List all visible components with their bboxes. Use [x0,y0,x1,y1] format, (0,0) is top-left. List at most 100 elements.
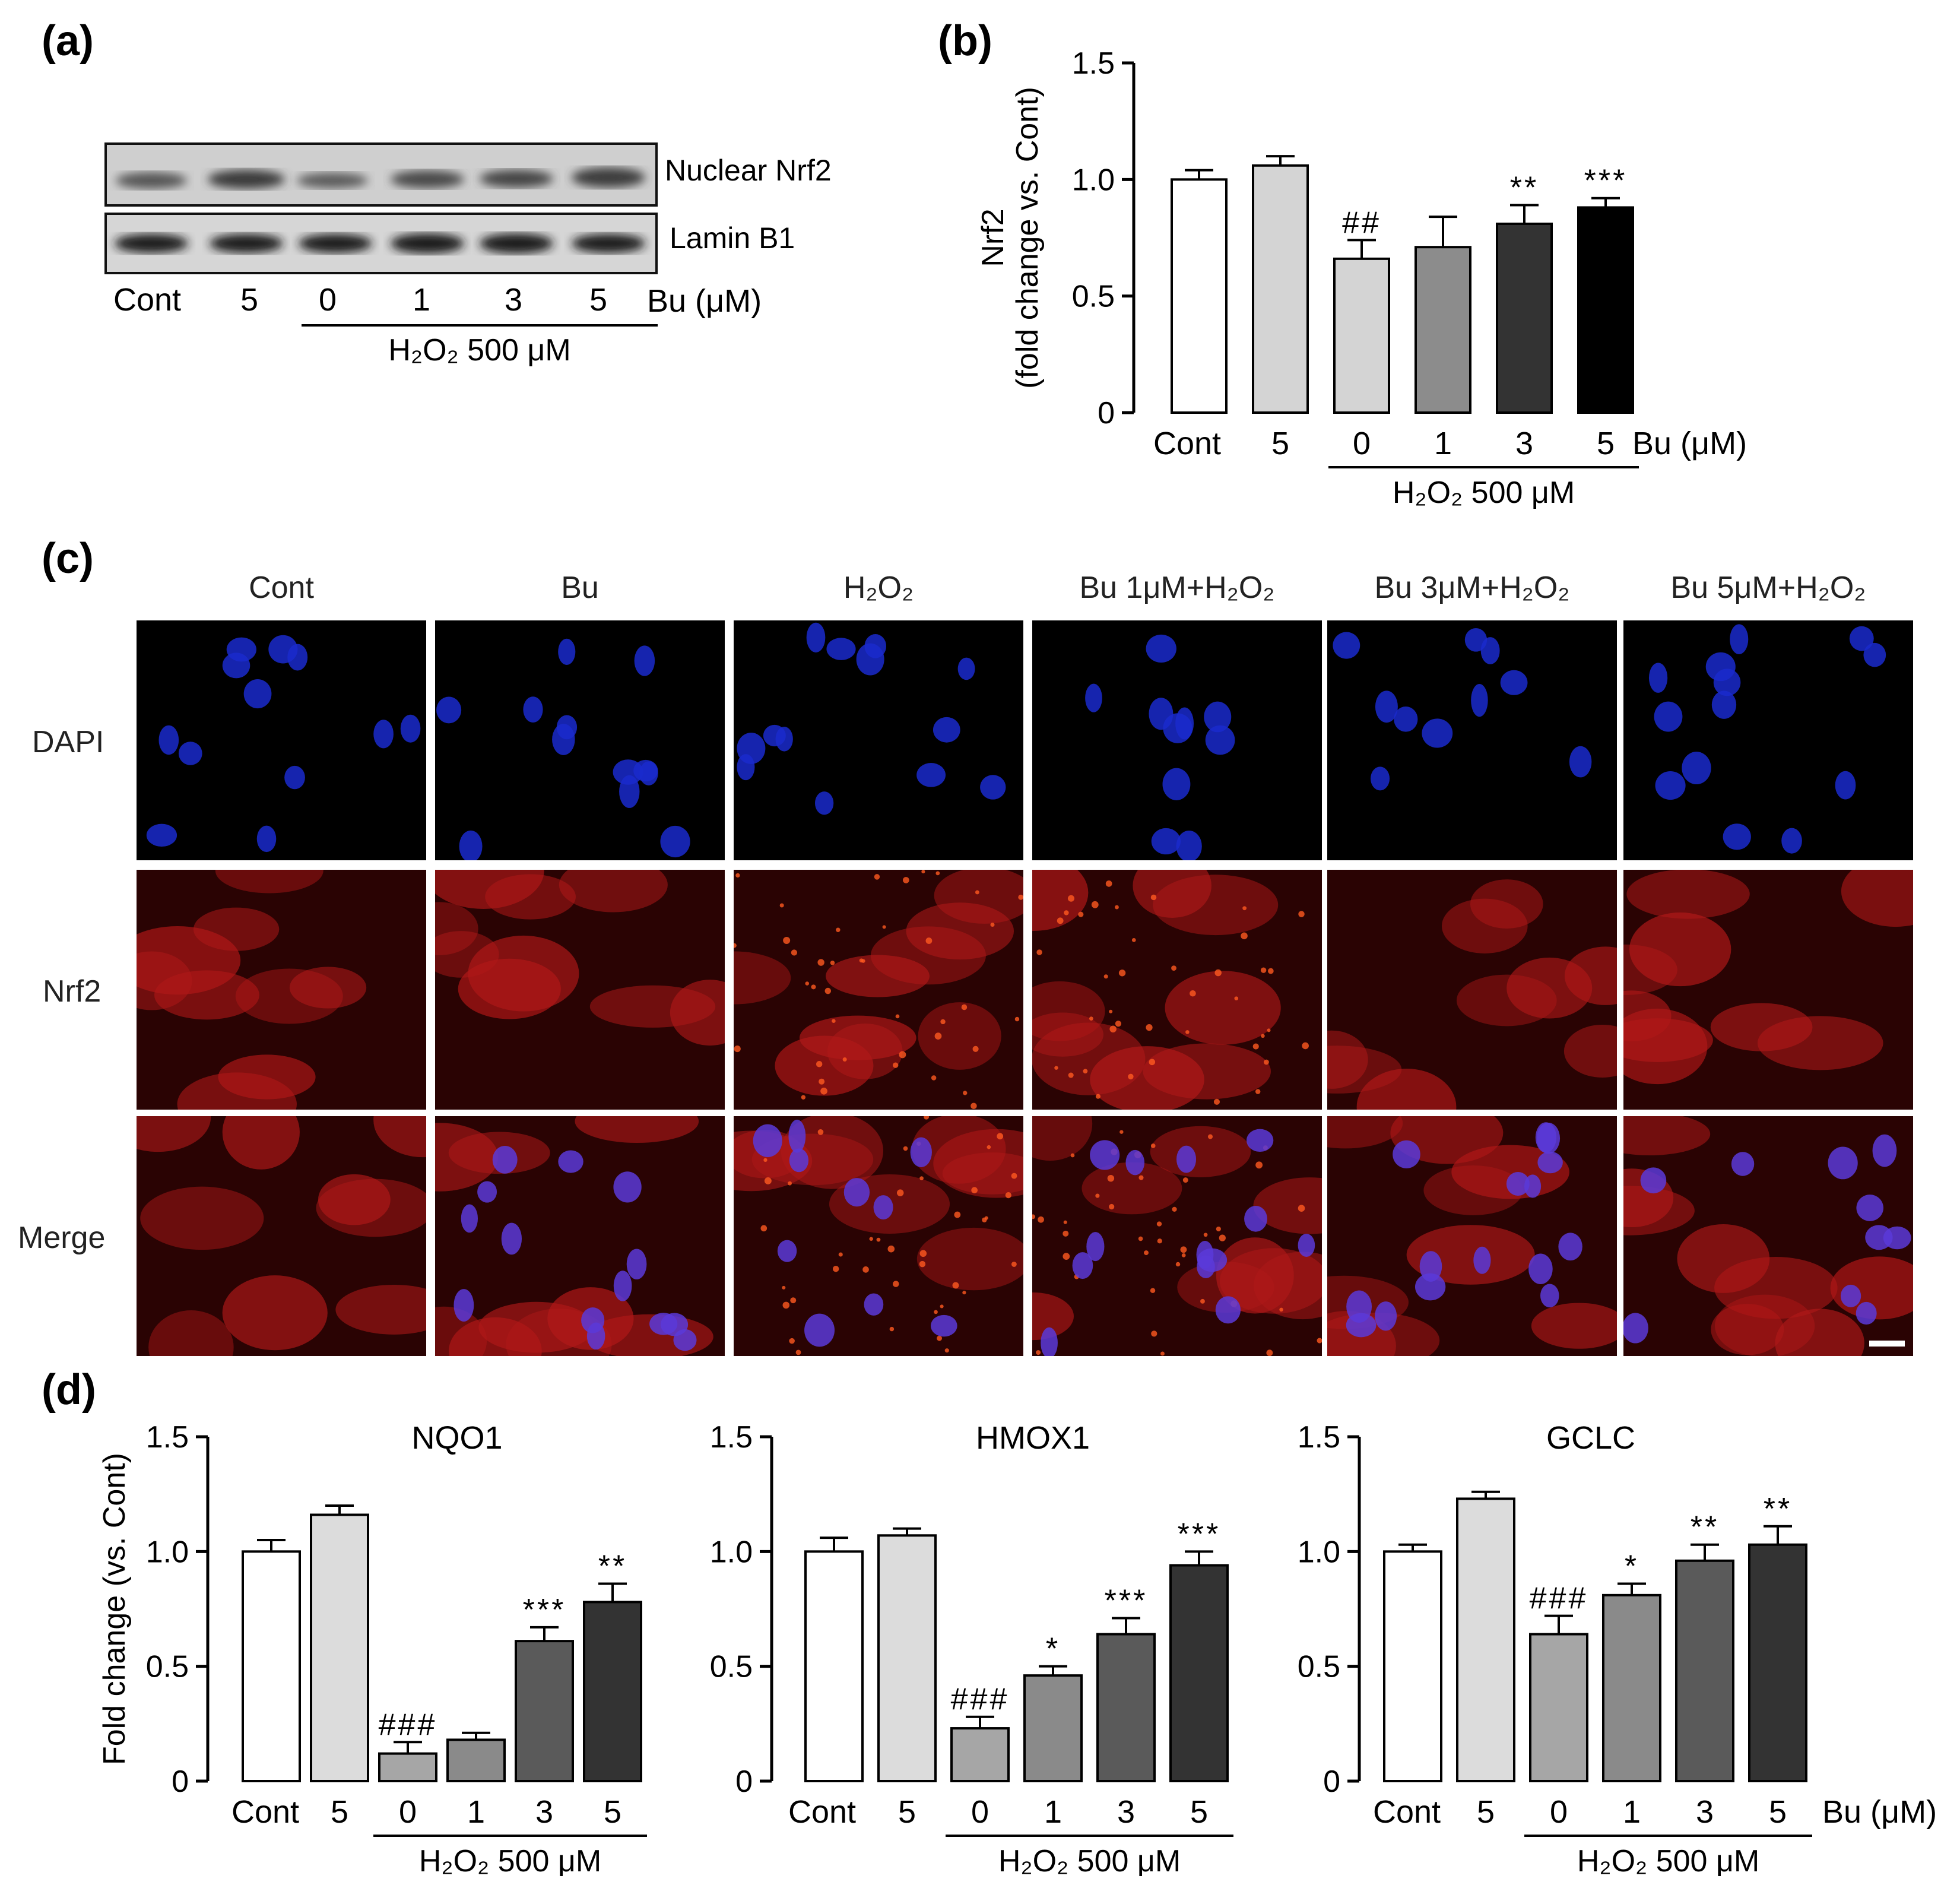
nucleus [1480,637,1500,664]
cell-body [1219,1248,1328,1314]
puncta [788,1181,792,1186]
blot-lamin-b1-bands [107,215,655,272]
micro-column-label: Bu 1μM+H₂O₂ [1079,571,1275,605]
cell-body [318,1174,391,1225]
cell-body [478,1301,595,1353]
puncta [1200,1298,1205,1304]
puncta [1109,1203,1115,1210]
puncta [990,922,995,927]
nucleus [660,825,690,858]
puncta [919,1260,926,1268]
puncta [824,987,832,994]
puncta [1190,990,1196,997]
cell-body [193,907,280,951]
cell-body [1082,1162,1182,1215]
puncta [782,1301,790,1309]
puncta [937,1335,942,1341]
puncta [1279,1307,1283,1312]
cell-body [799,1015,916,1060]
puncta [1030,1214,1036,1219]
significance-label: ** [1764,1492,1792,1526]
cell-body [826,955,930,997]
micrograph-image [1333,628,1592,791]
nucleus [957,657,975,680]
significance-label: ### [951,1683,1010,1717]
bar [583,1601,642,1782]
micrograph-image [146,635,421,853]
nucleus [1535,1122,1557,1153]
puncta [1207,1134,1213,1139]
nucleus [1622,1313,1648,1344]
y-axis-label: (fold change vs. Cont) [1010,87,1045,389]
x-tick-label: 1 [1434,426,1452,461]
nucleus [873,1195,893,1220]
significance-label: ** [598,1549,627,1583]
nucleus [1849,626,1874,651]
micrograph-image [399,832,750,1046]
nucleus [1506,1171,1530,1196]
puncta [783,936,791,944]
y-tick-label: 0.5 [1298,1650,1340,1684]
puncta [830,961,835,965]
nucleus [523,696,543,723]
nucleus [158,725,179,755]
panel-label-d: (d) [42,1366,96,1414]
puncta [1115,905,1119,910]
nucleus [400,714,421,743]
puncta [887,1245,895,1253]
puncta [903,1146,908,1151]
cell-body [335,1284,453,1335]
cell-body [1564,1186,1695,1235]
puncta [975,890,979,895]
nucleus [1865,1225,1893,1250]
micro-column-label: Bu 5μM+H₂O₂ [1670,571,1866,605]
puncta [1203,1233,1208,1237]
puncta [820,1087,827,1095]
significance-label: *** [1584,164,1628,198]
micrograph-dapi [137,620,426,860]
puncta [1234,996,1239,1000]
puncta [1063,1230,1069,1237]
cell-body [1470,879,1543,929]
puncta [1095,1193,1100,1198]
nucleus [1375,1301,1397,1331]
blot-nuclear-nrf2-bands [107,145,655,204]
cell-body [1629,912,1731,987]
puncta [1109,1009,1113,1013]
puncta [836,927,841,932]
blot-lamin-b1 [104,213,658,274]
nucleus [1090,1140,1120,1170]
micrograph-dapi [1327,620,1617,860]
puncta [931,1075,937,1081]
puncta [838,1252,843,1257]
y-tick-label: 1.5 [1072,46,1115,81]
puncta [971,1187,978,1194]
nucleus [1072,1252,1093,1279]
puncta [1185,1030,1190,1034]
cell-body [1607,1008,1708,1085]
treatment-label: H₂O₂ 500 μM [1393,476,1575,510]
y-tick-label: 0 [735,1764,753,1799]
bar [310,1513,369,1782]
nucleus [753,1124,782,1158]
micro-column-label: Cont [249,571,314,605]
cell-body [1311,1312,1440,1368]
nucleus [826,638,856,660]
nucleus [1856,1195,1884,1221]
panel-label-a: (a) [42,17,94,65]
nucleus [804,1313,835,1347]
cell-body [1714,1257,1838,1319]
cell-body [942,1152,1042,1195]
y-tick-label: 1.5 [710,1420,753,1455]
cell-body [1563,1024,1641,1078]
cell-body [423,931,499,978]
cell-body [373,1082,472,1158]
treatment-label: H₂O₂ 500 μM [388,333,571,368]
puncta [1261,1034,1265,1038]
puncta [954,1211,961,1218]
bar [515,1640,574,1782]
puncta [1255,1161,1263,1169]
nucleus [146,823,177,847]
puncta [811,984,816,990]
puncta [779,903,784,908]
